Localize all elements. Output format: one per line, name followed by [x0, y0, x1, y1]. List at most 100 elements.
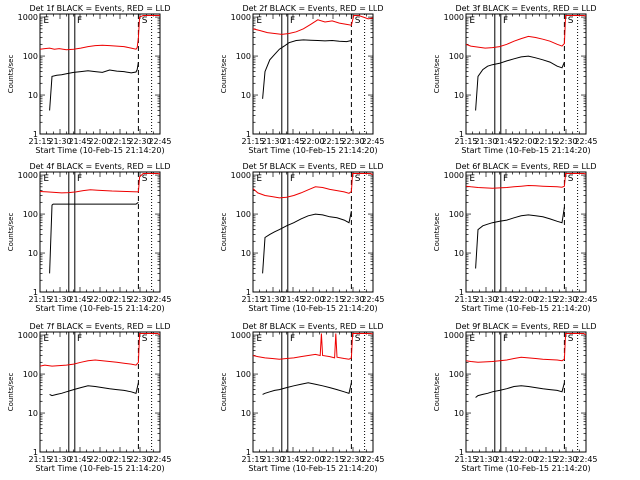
- marker-label: S: [355, 16, 361, 26]
- x-tick-label: 21:45: [494, 137, 517, 146]
- x-tick-label: 22:15: [321, 137, 344, 146]
- x-tick-label: 21:45: [281, 137, 304, 146]
- x-tick-label: 21:45: [494, 295, 517, 304]
- marker-label: E: [256, 334, 262, 344]
- y-tick-label: 10: [28, 249, 38, 258]
- marker-label: F: [290, 174, 295, 184]
- marker-label: E: [379, 16, 385, 26]
- x-tick-label: 22:45: [574, 455, 597, 464]
- y-tick-label: 1: [459, 448, 464, 457]
- marker-label: E: [469, 174, 475, 184]
- marker-label: F: [77, 174, 82, 184]
- x-axis-label: Start Time (10-Feb-15 21:14:20): [461, 146, 590, 155]
- y-tick-label: 100: [23, 210, 38, 219]
- marker-label: E: [469, 16, 475, 26]
- x-tick-label: 22:45: [574, 137, 597, 146]
- series-line-lld: [253, 15, 373, 35]
- y-tick-label: 100: [236, 52, 251, 61]
- marker-label: E: [166, 16, 172, 26]
- series-line-events: [262, 382, 352, 395]
- x-tick-label: 21:30: [261, 455, 284, 464]
- x-tick-label: 22:45: [148, 455, 171, 464]
- marker-label: E: [43, 16, 49, 26]
- y-tick-label: 100: [23, 370, 38, 379]
- x-tick-label: 22:30: [128, 455, 151, 464]
- y-tick-label: 1: [459, 130, 464, 139]
- y-tick-label: 1: [33, 288, 38, 297]
- x-tick-label: 22:45: [361, 137, 384, 146]
- chart-title: Det 7f BLACK = Events, RED = LLD: [29, 322, 170, 331]
- y-tick-label: 1000: [18, 331, 38, 340]
- y-tick-label: 100: [449, 370, 464, 379]
- y-tick-label: 100: [449, 210, 464, 219]
- x-axis-label: Start Time (10-Feb-15 21:14:20): [248, 146, 377, 155]
- chart-title: Det 1f BLACK = Events, RED = LLD: [29, 4, 170, 13]
- y-tick-label: 1000: [231, 171, 251, 180]
- y-tick-label: 100: [23, 52, 38, 61]
- chart-title: Det 8f BLACK = Events, RED = LLD: [242, 322, 383, 331]
- x-axis-label: Start Time (10-Feb-15 21:14:20): [35, 464, 164, 473]
- marker-label: S: [142, 174, 148, 184]
- marker-label: S: [142, 16, 148, 26]
- y-tick-label: 1: [246, 288, 251, 297]
- x-tick-label: 21:30: [474, 455, 497, 464]
- series-line-events: [49, 62, 139, 111]
- x-tick-label: 21:45: [281, 295, 304, 304]
- x-tick-label: 21:15: [454, 295, 477, 304]
- y-tick-label: 1: [33, 448, 38, 457]
- x-tick-label: 21:15: [241, 455, 264, 464]
- series-line-lld: [40, 333, 160, 367]
- marker-label: E: [43, 334, 49, 344]
- y-tick-label: 10: [241, 91, 251, 100]
- x-tick-label: 22:00: [88, 295, 111, 304]
- chart-panel-7: 1 10 100 1000 21:1521:3021:4522:0022:1522:30…: [7, 322, 172, 473]
- plot-frame: [465, 13, 587, 135]
- x-tick-label: 22:45: [361, 455, 384, 464]
- x-tick-label: 21:30: [48, 455, 71, 464]
- marker-label: E: [469, 334, 475, 344]
- x-tick-label: 22:15: [534, 137, 557, 146]
- plot-frame: [39, 331, 161, 453]
- marker-label: E: [166, 174, 172, 184]
- y-tick-label: 1000: [18, 13, 38, 22]
- x-tick-label: 21:45: [68, 137, 91, 146]
- x-tick-label: 21:15: [454, 455, 477, 464]
- chart-panel-2: 1 10 100 1000 21:1521:3021:4522:0022:1522:30…: [220, 4, 385, 155]
- y-tick-label: 1000: [231, 13, 251, 22]
- marker-label: S: [568, 334, 574, 344]
- x-tick-label: 22:15: [108, 455, 131, 464]
- marker-label: E: [166, 334, 172, 344]
- x-axis-label: Start Time (10-Feb-15 21:14:20): [35, 304, 164, 313]
- marker-label: E: [592, 334, 598, 344]
- chart-panel-3: 1 10 100 1000 21:1521:3021:4522:0022:1522:30…: [433, 4, 598, 155]
- y-tick-label: 10: [241, 409, 251, 418]
- x-tick-label: 22:00: [514, 137, 537, 146]
- chart-title: Det 9f BLACK = Events, RED = LLD: [455, 322, 596, 331]
- series-line-lld: [40, 15, 160, 51]
- x-tick-label: 21:45: [281, 455, 304, 464]
- y-tick-label: 1000: [444, 13, 464, 22]
- marker-label: E: [43, 174, 49, 184]
- chart-panel-1: 1 10 100 1000 21:1521:3021:4522:0022:1522:30…: [7, 4, 172, 155]
- x-tick-label: 21:15: [241, 295, 264, 304]
- x-tick-label: 22:00: [514, 455, 537, 464]
- y-tick-label: 100: [236, 210, 251, 219]
- marker-label: E: [379, 334, 385, 344]
- x-axis-label: Start Time (10-Feb-15 21:14:20): [35, 146, 164, 155]
- x-tick-label: 22:30: [341, 137, 364, 146]
- series-line-events: [49, 201, 139, 274]
- series-line-lld: [466, 333, 586, 363]
- x-axis-label: Start Time (10-Feb-15 21:14:20): [248, 464, 377, 473]
- y-axis-label: Counts/sec: [220, 373, 228, 412]
- marker-label: E: [256, 174, 262, 184]
- x-tick-label: 21:15: [28, 295, 51, 304]
- plot-frame: [39, 13, 161, 135]
- x-tick-label: 21:15: [454, 137, 477, 146]
